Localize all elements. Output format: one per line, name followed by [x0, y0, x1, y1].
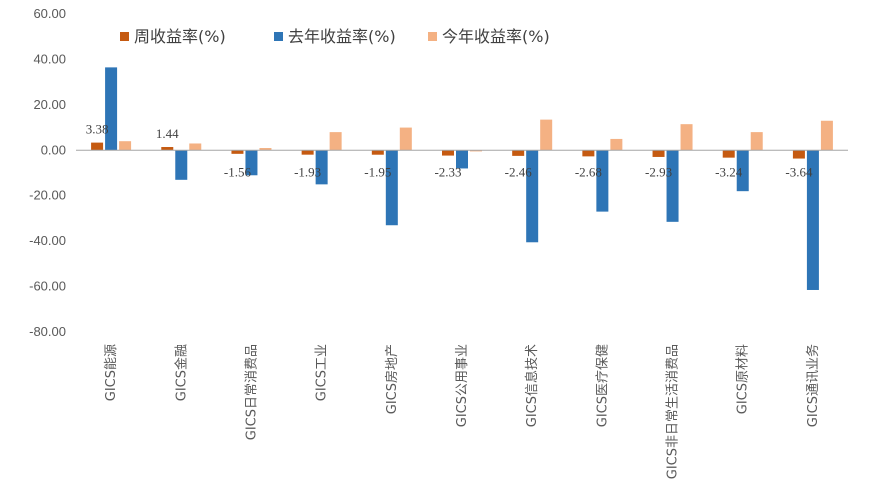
bar-series2-3 [245, 150, 258, 176]
x-tick-label: GICS原材料 [736, 344, 751, 414]
y-axis: 60.00 40.00 20.00 0.00 -20.00 -40.00 -60.00 -80… [29, 6, 66, 339]
bar-series2-5 [385, 150, 398, 226]
x-tick-label: GICS公用事业 [455, 344, 470, 427]
y-tick-label: 60.00 [33, 6, 66, 21]
y-tick-label: 0.00 [41, 142, 66, 157]
legend-label-1: 周收益率(%) [134, 27, 226, 46]
data-label-weekly: -3.64 [785, 164, 813, 179]
bar-series1-2 [161, 147, 174, 151]
y-tick-label: 20.00 [33, 97, 66, 112]
legend-swatch-1 [120, 32, 129, 41]
y-tick-label: -80.00 [29, 324, 66, 339]
bar-series2-8 [596, 150, 609, 212]
bar-series3-8 [610, 138, 623, 151]
x-tick-label: GICS能源 [104, 344, 119, 401]
legend-label-2: 去年收益率(%) [288, 27, 396, 46]
bar-series1-3 [231, 150, 244, 154]
data-label-weekly: -2.46 [505, 164, 533, 179]
bar-series3-6 [470, 150, 482, 152]
bar-series3-10 [750, 132, 763, 151]
bar-series3-11 [820, 120, 833, 151]
bar-series2-10 [736, 150, 749, 192]
bar-series3-3 [259, 148, 272, 151]
bar-series2-11 [806, 150, 819, 290]
data-label-weekly: -1.93 [294, 164, 321, 179]
y-tick-label: 40.00 [33, 51, 66, 66]
bar-series1-4 [301, 150, 314, 155]
bar-series3-7 [540, 119, 553, 151]
y-tick-label: -60.00 [29, 279, 66, 294]
legend-label-3: 今年收益率(%) [442, 27, 550, 46]
bar-series3-1 [119, 141, 132, 151]
bar-series2-2 [175, 150, 188, 180]
bar-series2-4 [315, 150, 328, 185]
y-tick-label: -40.00 [29, 233, 66, 248]
bar-series2-6 [456, 150, 468, 169]
bar-series1-10 [722, 150, 735, 158]
legend-swatch-2 [274, 32, 283, 41]
bar-series1-11 [792, 150, 805, 159]
data-label-weekly: -1.56 [224, 164, 252, 179]
data-label-weekly: -3.24 [715, 164, 743, 179]
data-label-weekly: -1.95 [364, 164, 391, 179]
x-tick-label: GICS金融 [173, 344, 189, 401]
x-tick-label: GICS通讯业务 [805, 344, 821, 427]
bars [91, 67, 833, 290]
x-tick-label: GICS非日常生活消费品 [666, 344, 681, 479]
data-label-weekly: -2.93 [645, 164, 672, 179]
data-labels: 3.38 1.44 -1.56 -1.93 -1.95 -2.33 -2.46 -2.68 -2… [86, 122, 813, 180]
bar-series3-9 [680, 124, 693, 151]
x-axis: GICS能源 GICS金融 GICS日常消费品 GICS工业 GICS房地产 GICS公用… [104, 344, 821, 479]
bar-series2-1 [105, 67, 118, 151]
bar-series1-8 [582, 150, 595, 157]
data-label-weekly: -2.33 [434, 164, 461, 179]
bar-series2-7 [526, 150, 539, 243]
x-tick-label: GICS医疗保健 [595, 344, 610, 427]
x-tick-label: GICS日常消费品 [244, 344, 259, 440]
bar-series1-5 [371, 150, 384, 155]
bar-series3-4 [329, 132, 342, 151]
legend: 周收益率(%) 去年收益率(%) 今年收益率(%) [120, 27, 550, 46]
bar-series3-2 [189, 143, 202, 151]
bar-series1-9 [652, 150, 665, 157]
x-tick-label: GICS工业 [315, 344, 330, 401]
data-label-weekly: 1.44 [156, 126, 179, 141]
data-label-weekly: 3.38 [86, 122, 109, 137]
bar-series1-7 [512, 150, 525, 156]
x-tick-label: GICS房地产 [384, 344, 400, 414]
data-label-weekly: -2.68 [575, 164, 602, 179]
bar-series1-6 [442, 150, 454, 156]
bar-series1-1 [91, 142, 104, 151]
legend-swatch-3 [428, 32, 437, 41]
bar-series2-9 [666, 150, 679, 222]
x-tick-label: GICS信息技术 [524, 344, 540, 427]
bar-series3-5 [399, 127, 412, 151]
y-tick-label: -20.00 [29, 188, 66, 203]
